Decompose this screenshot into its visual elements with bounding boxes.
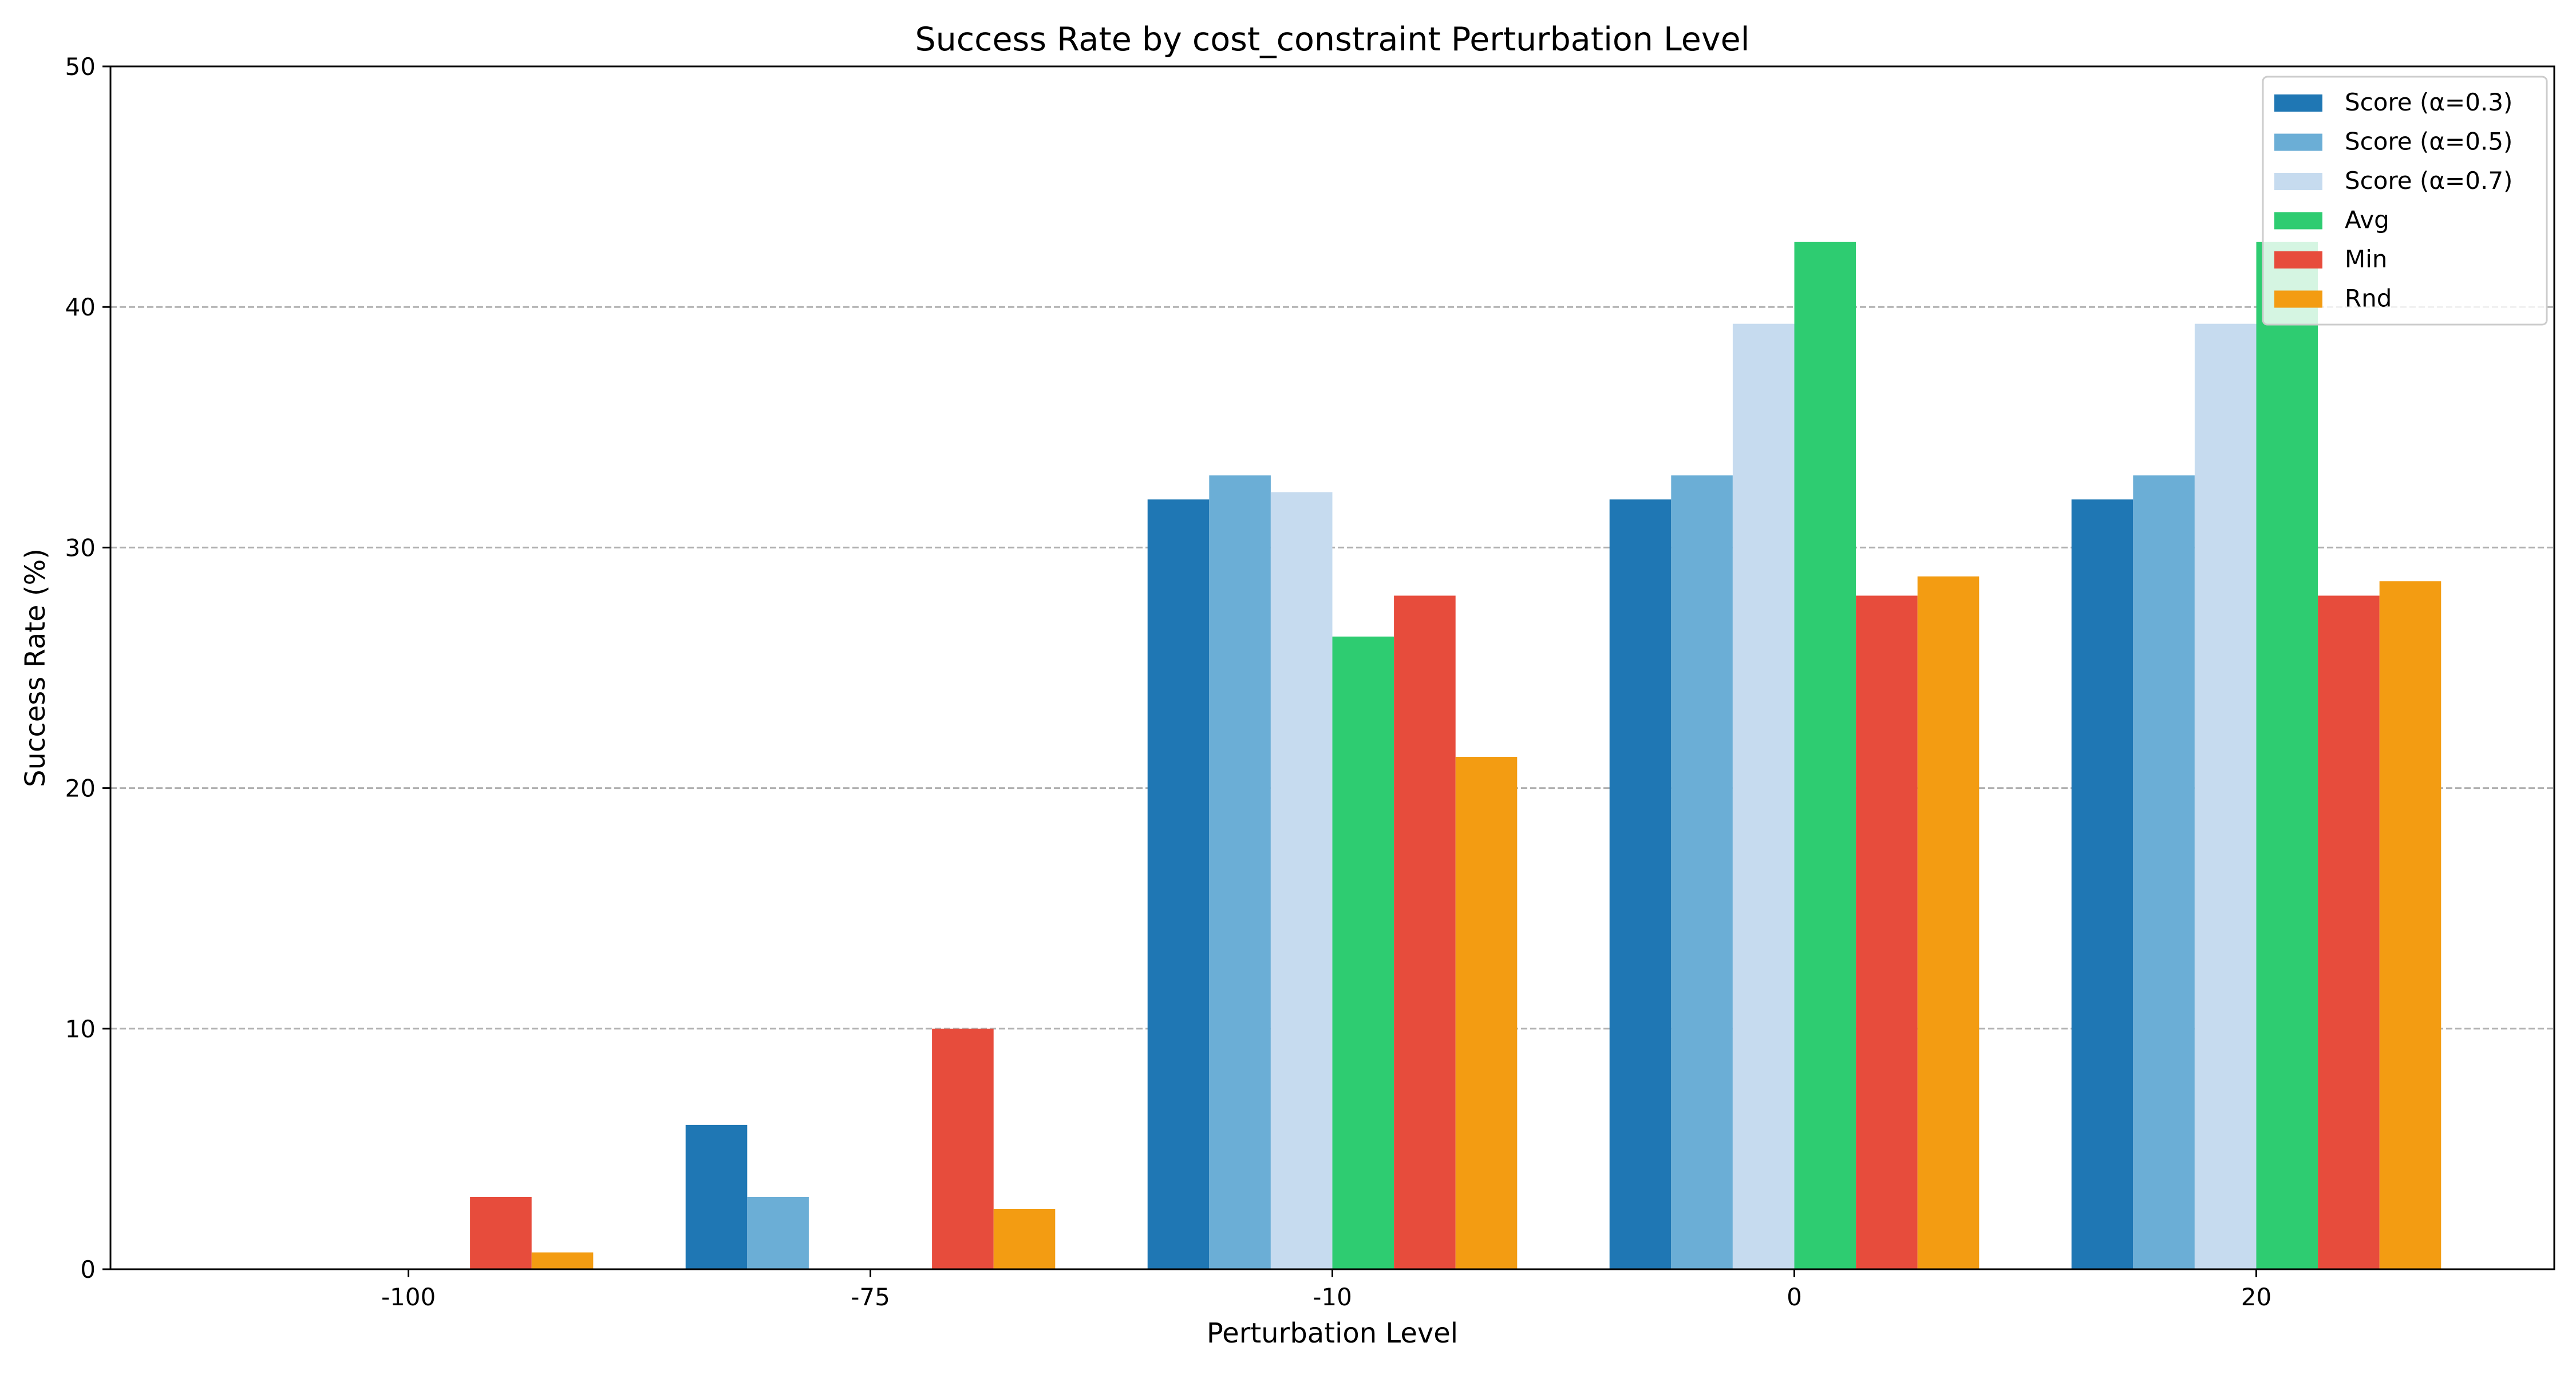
legend-swatch bbox=[2274, 290, 2322, 308]
bar bbox=[1917, 576, 1980, 1269]
legend-swatch bbox=[2274, 251, 2322, 269]
bar bbox=[531, 1252, 594, 1269]
legend-frame bbox=[2262, 76, 2548, 326]
legend: Score (α=0.3) Score (α=0.5) Score (α=0.7) A… bbox=[2262, 76, 2548, 326]
bar bbox=[1455, 756, 1518, 1269]
y-tick-label: 40 bbox=[65, 293, 96, 321]
bar bbox=[1394, 595, 1456, 1269]
x-tick-label: -75 bbox=[851, 1283, 890, 1311]
legend-label: Score (α=0.7) bbox=[2345, 167, 2512, 195]
bar bbox=[470, 1197, 532, 1269]
bar bbox=[685, 1124, 748, 1269]
legend-swatch bbox=[2274, 133, 2322, 151]
bar bbox=[2194, 323, 2257, 1269]
y-tick-label: 50 bbox=[65, 53, 96, 81]
bar bbox=[1209, 475, 1271, 1269]
bar bbox=[1332, 636, 1394, 1269]
bar bbox=[1147, 499, 1210, 1269]
y-tick-label: 20 bbox=[65, 775, 96, 803]
y-axis-label: Success Rate (%) bbox=[19, 548, 52, 787]
y-axis: 0 10 20 30 40 50 bbox=[65, 53, 110, 1284]
bar bbox=[2379, 581, 2441, 1269]
x-tick-label: -100 bbox=[381, 1283, 436, 1311]
bar bbox=[2133, 475, 2195, 1269]
legend-label: Min bbox=[2345, 245, 2388, 273]
bar bbox=[1732, 323, 1795, 1269]
bar bbox=[1671, 475, 1733, 1269]
bar bbox=[1794, 242, 1856, 1270]
bar bbox=[993, 1209, 1056, 1269]
bar bbox=[1270, 492, 1333, 1269]
x-tick-label: -10 bbox=[1313, 1283, 1352, 1311]
x-axis-label: Perturbation Level bbox=[1207, 1317, 1458, 1349]
x-tick-label: 20 bbox=[2241, 1283, 2271, 1311]
bar bbox=[2071, 499, 2134, 1269]
y-tick-label: 0 bbox=[80, 1255, 96, 1284]
bar bbox=[2256, 242, 2318, 1270]
bar bbox=[1609, 499, 1672, 1269]
y-tick-label: 30 bbox=[65, 534, 96, 562]
x-tick-label: 0 bbox=[1787, 1283, 1802, 1311]
bars bbox=[470, 242, 2441, 1270]
bar bbox=[1856, 595, 1918, 1269]
legend-label: Score (α=0.3) bbox=[2345, 88, 2512, 116]
x-axis: -100 -75 -10 0 20 bbox=[381, 1269, 2271, 1311]
legend-label: Avg bbox=[2345, 206, 2389, 234]
y-tick-label: 10 bbox=[65, 1015, 96, 1043]
legend-label: Score (α=0.5) bbox=[2345, 128, 2512, 156]
legend-label: Rnd bbox=[2345, 285, 2392, 313]
chart-title: Success Rate by cost_constraint Perturba… bbox=[915, 21, 1750, 58]
bar bbox=[2318, 595, 2380, 1269]
legend-swatch bbox=[2274, 212, 2322, 230]
legend-swatch bbox=[2274, 94, 2322, 112]
bar bbox=[932, 1028, 994, 1269]
bar bbox=[747, 1197, 809, 1269]
legend-swatch bbox=[2274, 173, 2322, 190]
